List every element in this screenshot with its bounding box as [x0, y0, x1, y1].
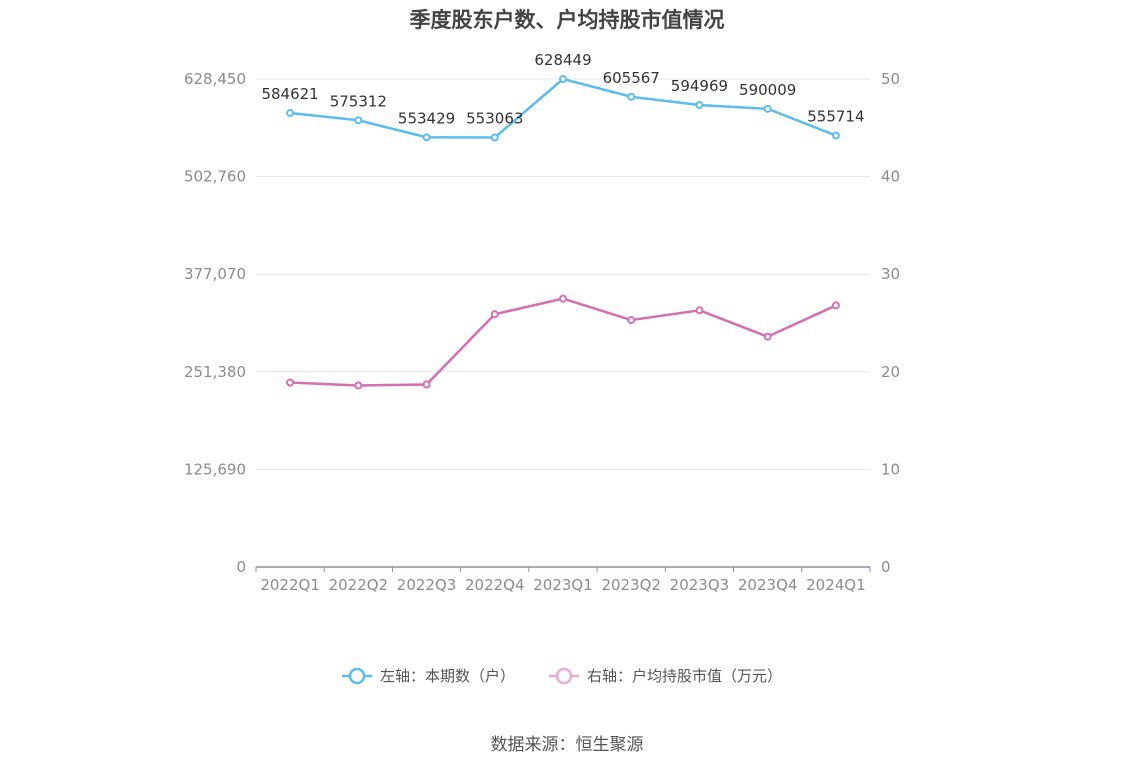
series-2-point[interactable]: [354, 381, 363, 390]
x-axis-category-label: 2023Q3: [670, 576, 730, 594]
x-axis-category-label: 2022Q3: [397, 576, 457, 594]
left-axis-tick-label: 502,760: [184, 168, 246, 186]
grid-lines: [256, 78, 870, 470]
x-axis-category-label: 2023Q4: [738, 576, 798, 594]
legend-marker-icon: [348, 667, 366, 685]
series-1-data-label: 575312: [330, 92, 387, 110]
chart-title: 季度股东户数、户均持股市值情况: [409, 8, 725, 32]
series-2-point[interactable]: [286, 378, 295, 387]
legend: 左轴：本期数（户） 右轴：户均持股市值（万元）: [342, 667, 782, 685]
series-1-point[interactable]: [763, 104, 772, 113]
right-axis-tick-label: 50: [881, 70, 900, 88]
legend-item-1[interactable]: 左轴：本期数（户）: [342, 667, 515, 685]
left-axis-tick-label: 628,450: [184, 70, 246, 88]
right-axis-tick-label: 20: [881, 363, 900, 381]
series-1-data-label: 553429: [398, 109, 455, 127]
x-axis-category-label: 2022Q2: [329, 576, 389, 594]
series-1-point[interactable]: [286, 109, 295, 118]
x-axis-category-label: 2023Q1: [533, 576, 593, 594]
left-axis-tick-label: 251,380: [184, 363, 246, 381]
series-2-point[interactable]: [831, 301, 840, 310]
series-2-point[interactable]: [695, 306, 704, 315]
left-axis-tick-label: 377,070: [184, 265, 246, 283]
series-1-point[interactable]: [490, 133, 499, 142]
series-1-point[interactable]: [422, 133, 431, 142]
x-axis-category-label: 2022Q4: [465, 576, 525, 594]
source-note: 数据来源：恒生聚源: [490, 735, 644, 755]
series-1-point[interactable]: [354, 116, 363, 125]
right-axis-tick-label: 10: [881, 460, 900, 478]
left-axis-tick-label: 0: [236, 558, 246, 576]
series-2-point[interactable]: [422, 380, 431, 389]
series-1-data-label: 590009: [739, 81, 796, 99]
series-1-data-label: 628449: [534, 51, 591, 69]
series-1-data-label: 605567: [603, 69, 660, 87]
series-1-data-label: 555714: [807, 107, 864, 125]
x-axis-category-label: 2023Q2: [601, 576, 661, 594]
left-axis-tick-label: 125,690: [184, 460, 246, 478]
legend-item-2[interactable]: 右轴：户均持股市值（万元）: [549, 667, 782, 685]
series-2-point[interactable]: [763, 332, 772, 341]
x-axis-category-label: 2022Q1: [260, 576, 320, 594]
axes: 0 0 125,690 10 251,380 20 377,070 30 502,760 40 62…: [184, 70, 900, 594]
series: [286, 75, 840, 390]
legend-marker-icon: [555, 667, 573, 685]
series-2-point[interactable]: [627, 316, 636, 325]
legend-label: 左轴：本期数（户）: [380, 667, 515, 685]
series-1-data-label: 594969: [671, 77, 728, 95]
data-labels: 584621 575312 553429 553063 628449 605567 5949…: [261, 51, 864, 128]
legend-label: 右轴：户均持股市值（万元）: [587, 667, 782, 685]
series-1-point[interactable]: [695, 100, 704, 109]
series-1-data-label: 584621: [261, 85, 318, 103]
series-2-point[interactable]: [559, 294, 567, 303]
x-axis-category-label: 2024Q1: [806, 576, 866, 594]
series-1-data-label: 553063: [466, 110, 523, 128]
series-2-point[interactable]: [490, 310, 499, 319]
series-line-2: [290, 297, 837, 387]
series-1-point[interactable]: [559, 75, 567, 84]
right-axis-tick-label: 30: [881, 265, 900, 283]
series-1-point[interactable]: [831, 131, 840, 140]
series-1-point[interactable]: [627, 92, 636, 101]
right-axis-tick-label: 0: [881, 558, 891, 576]
right-axis-tick-label: 40: [881, 168, 900, 186]
